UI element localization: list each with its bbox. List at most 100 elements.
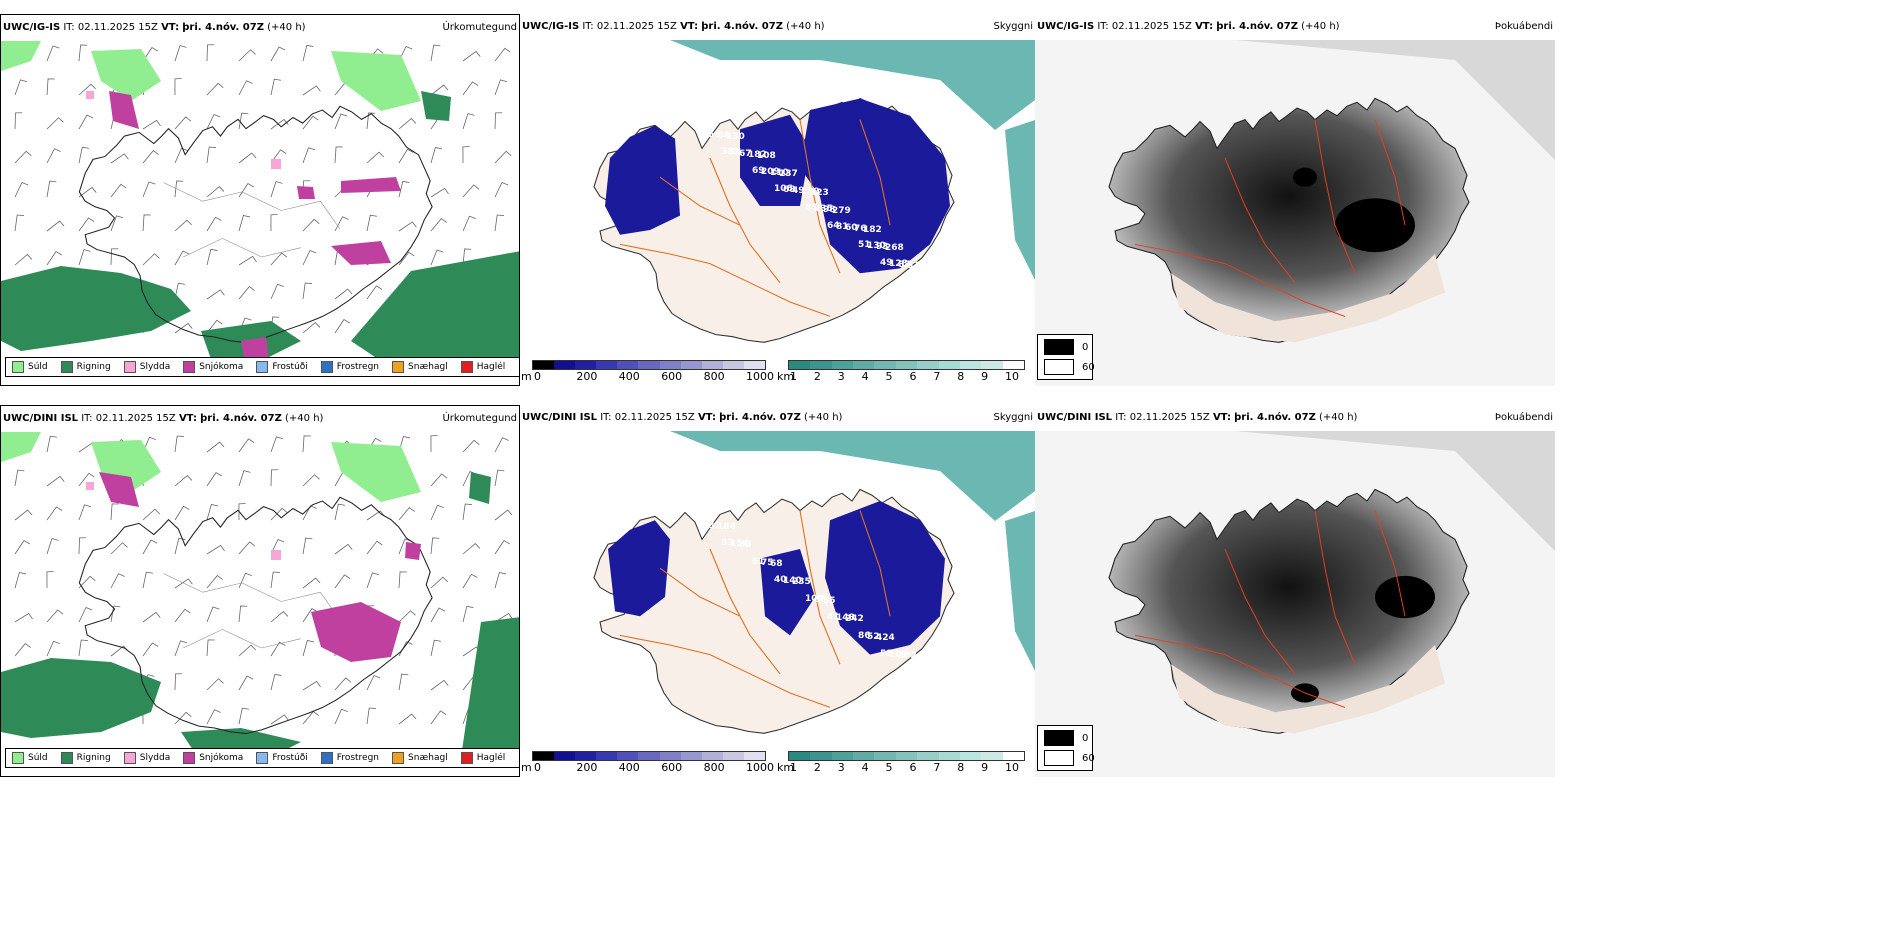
visibility-labels: 90 379 381 106 64 49 42 44 62 69 85 51 72 50 63 71 68 81 1… bbox=[615, 73, 964, 309]
vt-value: þri. 4.nóv. 07Z bbox=[1234, 412, 1316, 423]
precip-map[interactable] bbox=[1, 41, 519, 385]
fog-legend-swatch bbox=[1044, 359, 1074, 375]
visibility-map[interactable]: 49 72 33 40 41 58 47 52 69 61 106 86 26 18 91 154 140 148… bbox=[520, 431, 1035, 749]
visibility-value: 59 bbox=[920, 669, 933, 679]
model-name: UWC/IG-IS bbox=[522, 21, 580, 32]
scale-tick: 400 bbox=[618, 761, 640, 774]
it-value: 02.11.2025 15Z bbox=[1111, 21, 1192, 32]
road-network bbox=[1134, 510, 1406, 708]
fog-legend-label: 60 bbox=[1082, 361, 1095, 373]
visibility-value: 75 bbox=[761, 558, 774, 568]
visibility-map[interactable]: 90 379 381 106 64 49 42 44 62 69 85 51 72 50 63 71 68 81 1… bbox=[520, 40, 1035, 358]
visibility-value: 209 bbox=[761, 167, 780, 177]
visibility-value: 87 bbox=[898, 260, 911, 270]
m-scale: m 0 200 400 600 800 1000 bbox=[520, 749, 774, 777]
legend-item: Slydda bbox=[123, 361, 170, 373]
visibility-value: 61 bbox=[752, 557, 765, 567]
vt-label: VT: bbox=[1212, 412, 1231, 423]
road-network bbox=[619, 510, 891, 708]
visibility-value: 99 bbox=[942, 687, 955, 697]
legend-label: Frostregn bbox=[336, 753, 380, 763]
visibility-value: 76 bbox=[854, 224, 867, 234]
precip-panel: UWC/IG-IS IT: 02.11.2025 15Z VT: þri. 4.… bbox=[0, 14, 520, 386]
precip-map-svg bbox=[1, 432, 519, 762]
visibility-value: 99 bbox=[704, 114, 717, 124]
visibility-value: 71 bbox=[730, 148, 743, 158]
visibility-value: 154 bbox=[730, 539, 749, 549]
scale-tick: 4 bbox=[861, 761, 869, 774]
panel-title: UWC/IG-IS IT: 02.11.2025 15Z VT: þri. 4.… bbox=[1, 15, 519, 41]
fog-legend-swatch bbox=[1044, 750, 1074, 766]
legend-swatch bbox=[12, 752, 24, 764]
scale-tick: 7 bbox=[933, 761, 941, 774]
lead-time: (+40 h) bbox=[804, 412, 843, 423]
visibility-value: 279 bbox=[832, 206, 851, 216]
visibility-value: 52 bbox=[655, 93, 668, 103]
visibility-value: 79 bbox=[942, 296, 955, 306]
precip-legend: Súld Rigning Slydda Snjókoma Frostúði Frostre… bbox=[5, 748, 519, 768]
rain-area bbox=[1, 91, 519, 371]
visibility-value: 74 bbox=[951, 297, 964, 307]
visibility-value: 52 bbox=[646, 483, 659, 493]
model-name: UWC/DINI ISL bbox=[3, 413, 79, 424]
visibility-value: 108 bbox=[757, 151, 776, 161]
fog-legend-item: 0 bbox=[1044, 339, 1088, 355]
visibility-map-svg: 90 379 381 106 64 49 42 44 62 69 85 51 72 50 63 71 68 81 1… bbox=[593, 40, 1035, 343]
teal-visibility-area bbox=[670, 40, 1035, 280]
panel-field-name: Þokuábendi bbox=[1494, 405, 1553, 431]
fog-indicator-map[interactable] bbox=[1035, 40, 1555, 386]
visibility-value: 139 bbox=[801, 187, 820, 197]
visibility-value: 123 bbox=[810, 188, 829, 198]
legend-item: Haglél bbox=[460, 361, 505, 373]
legend-item: Rigning bbox=[60, 361, 111, 373]
panel-field-name: Úrkomutegund bbox=[442, 406, 517, 432]
precip-map[interactable] bbox=[1, 432, 519, 776]
scale-tick: 1000 bbox=[746, 370, 774, 383]
vt-value: þri. 4.nóv. 07Z bbox=[200, 413, 282, 424]
lead-time: (+40 h) bbox=[267, 22, 306, 33]
visibility-value: 98 bbox=[823, 205, 836, 215]
vt-label: VT: bbox=[161, 22, 180, 33]
it-value: 02.11.2025 15Z bbox=[614, 412, 695, 423]
panel-field-name: Þokuábendi bbox=[1494, 14, 1553, 40]
low-visibility-area bbox=[605, 98, 950, 274]
visibility-value: 63 bbox=[677, 111, 690, 121]
visibility-value: 47 bbox=[933, 686, 946, 696]
legend-swatch bbox=[256, 361, 269, 373]
visibility-value: 282 bbox=[898, 651, 917, 661]
vt-label: VT: bbox=[178, 413, 197, 424]
scale-tick: 0 bbox=[534, 761, 541, 774]
km-scale: km 1 2 3 4 5 6 7 8 9 10 bbox=[776, 358, 1031, 386]
vt-label: VT: bbox=[697, 412, 716, 423]
visibility-value: 50 bbox=[624, 74, 637, 84]
legend-item: Frostregn bbox=[320, 752, 380, 764]
scale-tick: 8 bbox=[957, 761, 965, 774]
visibility-value: 103 bbox=[929, 279, 948, 289]
visibility-value: 72 bbox=[911, 277, 924, 287]
precip-legend: Súld Rigning Slydda Snjókoma Frostúði Frostre… bbox=[5, 357, 519, 377]
fog-legend-swatch bbox=[1044, 730, 1074, 746]
visibility-value: 18 bbox=[624, 465, 637, 475]
it-value: 02.11.2025 15Z bbox=[596, 21, 677, 32]
iceland-outline bbox=[1108, 97, 1470, 343]
scale-tick: 4 bbox=[861, 370, 869, 383]
vt-label: VT: bbox=[680, 21, 699, 32]
visibility-value: 242 bbox=[845, 614, 864, 624]
scale-tick: 2 bbox=[813, 761, 821, 774]
iceland-outline bbox=[593, 488, 955, 734]
it-value: 02.11.2025 15Z bbox=[1129, 412, 1210, 423]
fog-indicator-map[interactable] bbox=[1035, 431, 1555, 777]
legend-item: Frostúði bbox=[256, 752, 308, 764]
scale-tick: 10 bbox=[1005, 761, 1019, 774]
scale-tick: 800 bbox=[703, 370, 725, 383]
visibility-value: 81 bbox=[708, 521, 721, 531]
vt-value: þri. 4.nóv. 07Z bbox=[719, 412, 801, 423]
m-scale: m 0 200 400 600 800 1000 bbox=[520, 358, 774, 386]
scale-tick: 2 bbox=[813, 370, 821, 383]
legend-swatch bbox=[392, 361, 405, 373]
legend-label: Súld bbox=[28, 362, 48, 372]
scale-tick: 5 bbox=[885, 370, 893, 383]
visibility-value: 92 bbox=[620, 298, 633, 308]
legend-swatch bbox=[320, 361, 333, 373]
visibility-value: 130 bbox=[726, 132, 745, 142]
